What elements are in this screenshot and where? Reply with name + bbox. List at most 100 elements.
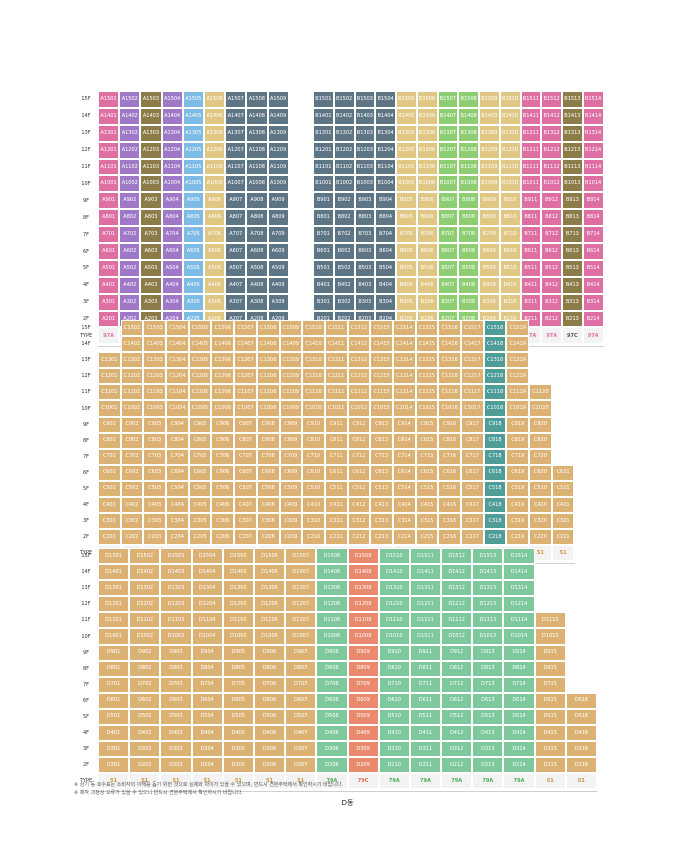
- unit-cell[interactable]: C1110: [302, 384, 325, 401]
- unit-cell[interactable]: B1503: [354, 91, 376, 108]
- unit-cell[interactable]: A302: [119, 293, 141, 311]
- unit-cell[interactable]: C202: [120, 529, 144, 546]
- unit-cell[interactable]: B1304: [375, 124, 396, 142]
- unit-cell[interactable]: B409: [479, 276, 500, 294]
- unit-cell[interactable]: D603: [160, 692, 192, 709]
- unit-cell[interactable]: C420: [529, 497, 552, 514]
- unit-cell[interactable]: B308: [458, 293, 479, 311]
- unit-cell[interactable]: A405: [182, 276, 204, 294]
- unit-cell[interactable]: B307: [437, 293, 459, 311]
- unit-cell[interactable]: B213: [562, 310, 583, 328]
- unit-cell[interactable]: B914: [582, 192, 604, 210]
- unit-cell[interactable]: B1009: [479, 175, 500, 193]
- unit-cell[interactable]: B910: [499, 192, 521, 210]
- unit-cell[interactable]: B1514: [582, 91, 604, 108]
- unit-cell[interactable]: A1307: [225, 124, 247, 142]
- unit-cell[interactable]: C218: [483, 529, 507, 546]
- unit-cell[interactable]: C414: [392, 497, 416, 514]
- unit-cell[interactable]: C1218: [483, 368, 507, 385]
- unit-cell[interactable]: C1414: [392, 336, 416, 353]
- unit-cell[interactable]: D1402: [129, 564, 161, 581]
- unit-cell[interactable]: C602: [120, 464, 144, 481]
- unit-cell[interactable]: C1417: [461, 336, 484, 353]
- unit-cell[interactable]: D216: [565, 757, 597, 774]
- unit-cell[interactable]: C205: [188, 529, 212, 546]
- unit-cell[interactable]: B902: [333, 192, 355, 210]
- unit-cell[interactable]: C519: [506, 480, 530, 498]
- unit-cell[interactable]: D702: [129, 676, 161, 693]
- unit-cell[interactable]: D1105: [222, 612, 254, 629]
- unit-cell[interactable]: D1207: [285, 596, 317, 613]
- unit-cell[interactable]: B703: [354, 226, 376, 244]
- unit-cell[interactable]: D1506: [253, 548, 286, 565]
- unit-cell[interactable]: C713: [370, 448, 393, 465]
- unit-cell[interactable]: B506: [416, 259, 438, 277]
- unit-cell[interactable]: C1502: [120, 320, 144, 337]
- unit-cell[interactable]: A1201: [98, 141, 120, 159]
- unit-cell[interactable]: D1210: [378, 596, 410, 613]
- unit-cell[interactable]: A201: [98, 310, 120, 328]
- unit-cell[interactable]: D601: [98, 692, 130, 709]
- unit-cell[interactable]: D1404: [191, 564, 223, 581]
- unit-cell[interactable]: B808: [458, 209, 479, 227]
- unit-cell[interactable]: B812: [541, 209, 562, 227]
- unit-cell[interactable]: C409: [279, 497, 303, 514]
- unit-cell[interactable]: C207: [234, 529, 257, 546]
- unit-cell[interactable]: D505: [222, 708, 254, 726]
- unit-cell[interactable]: C1415: [415, 336, 439, 353]
- unit-cell[interactable]: A301: [98, 293, 120, 311]
- unit-cell[interactable]: A903: [140, 192, 162, 210]
- unit-cell[interactable]: A1503: [140, 91, 162, 108]
- unit-cell[interactable]: C1118: [483, 384, 507, 401]
- unit-cell[interactable]: D804: [191, 660, 223, 677]
- unit-cell[interactable]: A1104: [161, 158, 183, 176]
- unit-cell[interactable]: B1209: [479, 141, 500, 159]
- unit-cell[interactable]: B1002: [333, 175, 355, 193]
- unit-cell[interactable]: B1307: [437, 124, 459, 142]
- unit-cell[interactable]: D1514: [503, 548, 535, 565]
- unit-cell[interactable]: B1006: [416, 175, 438, 193]
- unit-cell[interactable]: B1311: [520, 124, 542, 142]
- unit-cell[interactable]: B1305: [396, 124, 417, 142]
- unit-cell[interactable]: A1507: [225, 91, 247, 108]
- unit-cell[interactable]: C919: [506, 416, 530, 433]
- unit-cell[interactable]: B1103: [354, 158, 376, 176]
- unit-cell[interactable]: B1101: [313, 158, 334, 176]
- unit-cell[interactable]: D1107: [285, 612, 317, 629]
- unit-cell[interactable]: A504: [161, 259, 183, 277]
- unit-cell[interactable]: B305: [396, 293, 417, 311]
- unit-cell[interactable]: C911: [324, 416, 348, 433]
- unit-cell[interactable]: B508: [458, 259, 479, 277]
- unit-cell[interactable]: A603: [140, 243, 162, 260]
- unit-cell[interactable]: A1406: [203, 107, 226, 125]
- unit-cell[interactable]: B702: [333, 226, 355, 244]
- unit-cell[interactable]: B601: [313, 243, 334, 260]
- unit-cell[interactable]: A501: [98, 259, 120, 277]
- unit-cell[interactable]: B1513: [562, 91, 583, 108]
- unit-cell[interactable]: C302: [120, 513, 144, 530]
- unit-cell[interactable]: D204: [191, 757, 223, 774]
- unit-cell[interactable]: D1505: [222, 548, 254, 565]
- unit-cell[interactable]: C408: [256, 497, 280, 514]
- unit-cell[interactable]: C1005: [188, 400, 212, 417]
- unit-cell[interactable]: A1008: [246, 175, 268, 193]
- unit-cell[interactable]: A704: [161, 226, 183, 244]
- unit-cell[interactable]: D402: [129, 725, 161, 742]
- unit-cell[interactable]: A1303: [140, 124, 162, 142]
- unit-cell[interactable]: A806: [203, 209, 226, 227]
- unit-cell[interactable]: C503: [143, 480, 167, 498]
- unit-cell[interactable]: D1503: [160, 548, 192, 565]
- unit-cell[interactable]: C304: [166, 513, 189, 530]
- unit-cell[interactable]: C1120: [529, 384, 552, 401]
- unit-cell[interactable]: B404: [375, 276, 396, 294]
- unit-cell[interactable]: D613: [472, 692, 504, 709]
- unit-cell[interactable]: C502: [120, 480, 144, 498]
- unit-cell[interactable]: A1305: [182, 124, 204, 142]
- unit-cell[interactable]: B1208: [458, 141, 479, 159]
- unit-cell[interactable]: B1106: [416, 158, 438, 176]
- unit-cell[interactable]: C1017: [461, 400, 484, 417]
- unit-cell[interactable]: C605: [188, 464, 212, 481]
- unit-cell[interactable]: B408: [458, 276, 479, 294]
- unit-cell[interactable]: C1016: [438, 400, 461, 417]
- unit-cell[interactable]: C1115: [415, 384, 439, 401]
